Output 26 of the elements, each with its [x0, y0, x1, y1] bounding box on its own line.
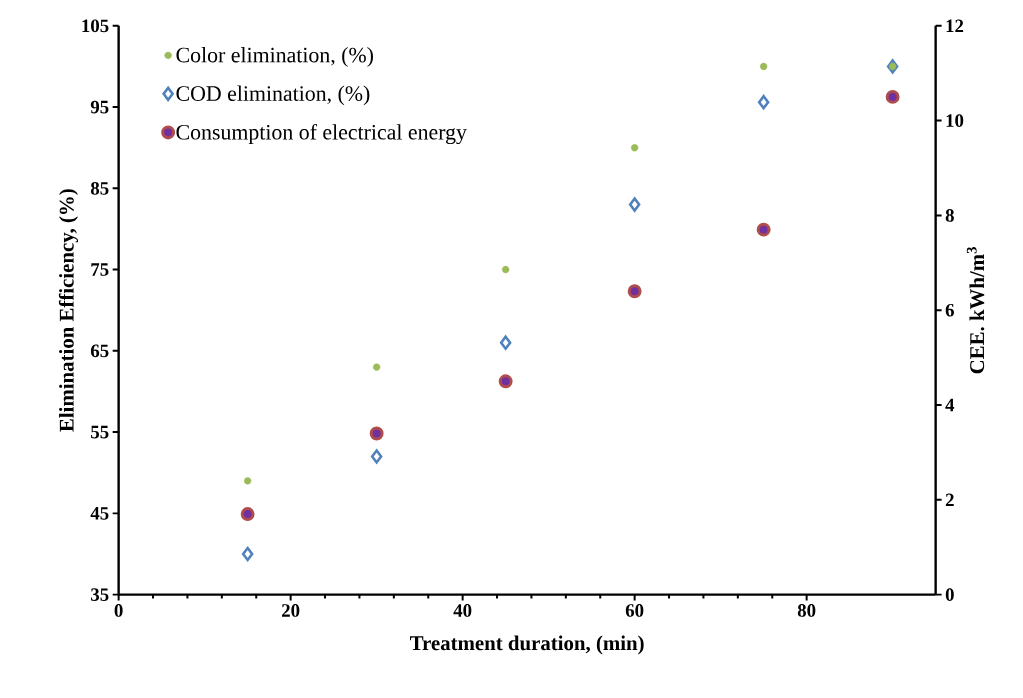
y2-tick-label: 12 [946, 19, 964, 33]
y-tick-label: 75 [91, 263, 109, 276]
y-axis-title: Elimination Efficiency, (%) [58, 189, 79, 432]
legend-label: COD elimination, (%) [176, 85, 370, 106]
x-tick-label: 80 [797, 604, 816, 617]
y2-tick-label: 0 [945, 588, 954, 602]
x-tick-label: 60 [625, 604, 644, 617]
x-tick-label: 0 [114, 604, 123, 617]
y-tick-label: 95 [90, 100, 109, 114]
y2-tick-label: 8 [945, 209, 954, 222]
legend-label: Consumption of electrical energy [176, 124, 467, 145]
y-tick-label: 35 [91, 588, 109, 602]
x-axis-title: Treatment duration, (min) [410, 635, 644, 655]
y2-tick-label: 4 [945, 398, 955, 412]
y2-tick-label: 6 [945, 303, 954, 317]
y2-tick-label: 2 [945, 493, 954, 507]
legend-label: Color elimination, (%) [176, 47, 373, 67]
x-tick-label: 40 [453, 604, 472, 617]
y-tick-label: 45 [90, 507, 109, 520]
y-tick-label: 65 [90, 344, 109, 358]
x-tick-label: 20 [282, 604, 300, 617]
y2-tick-label: 10 [946, 114, 964, 128]
y-tick-label: 105 [82, 19, 109, 33]
y2-axis-title: CEE. kWh/m$^{3}$ [966, 247, 985, 374]
y-tick-label: 85 [90, 182, 109, 195]
y-tick-label: 55 [91, 425, 109, 439]
